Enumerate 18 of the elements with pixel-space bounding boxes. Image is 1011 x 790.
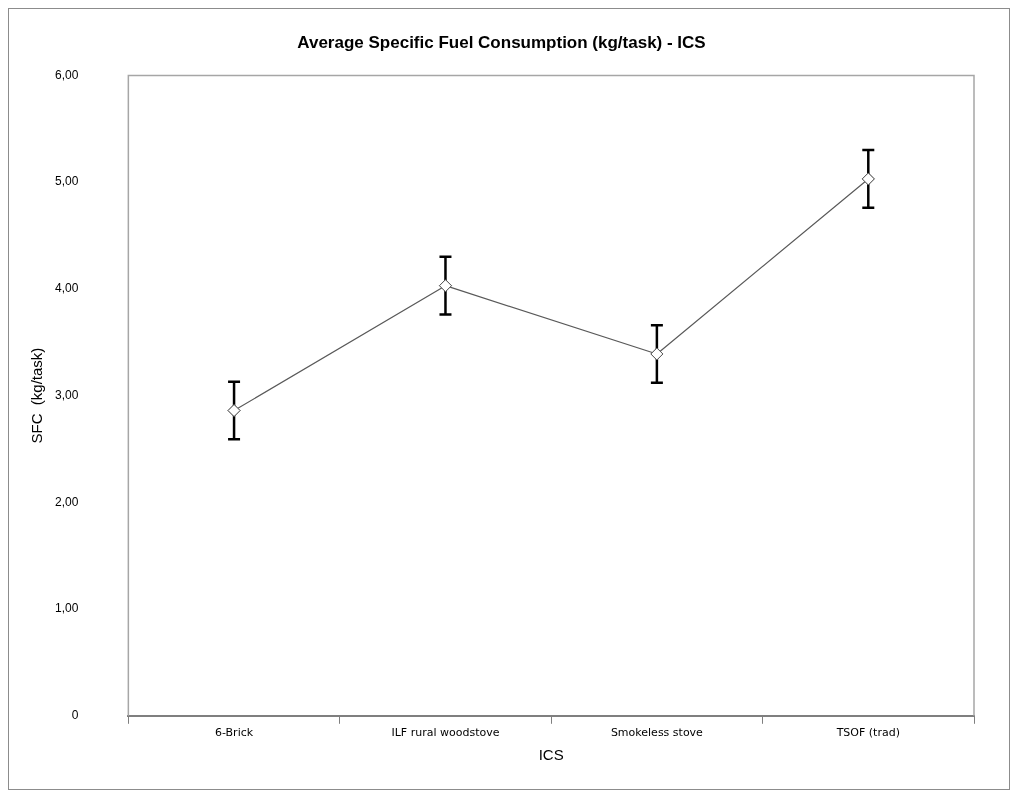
y-tick-label: 2,00	[55, 494, 79, 509]
y-tick-label: 0	[71, 708, 79, 723]
chart-title: Average Specific Fuel Consumption (kg/task) - ICS	[297, 32, 706, 52]
x-tick-label: 6-Brick	[215, 726, 254, 740]
point	[650, 347, 664, 361]
y-axis-title: SFC (kg/task)	[28, 347, 46, 444]
y-tick-label: 4,00	[55, 281, 79, 296]
y-tick-label: 3,00	[55, 387, 79, 402]
y-tick-label: 6,00	[55, 67, 79, 82]
point	[227, 404, 241, 418]
y-tick-label: 5,00	[55, 174, 79, 189]
point	[438, 279, 452, 293]
point	[861, 172, 875, 186]
x-tick-label: Smokeless stove	[610, 726, 704, 740]
x-tick-label: ILF rural woodstove	[391, 726, 500, 740]
x-tick-label: TSOF (trad)	[835, 726, 900, 740]
x-axis-title: ICS	[538, 746, 564, 764]
y-tick-label: 1,00	[55, 601, 79, 616]
